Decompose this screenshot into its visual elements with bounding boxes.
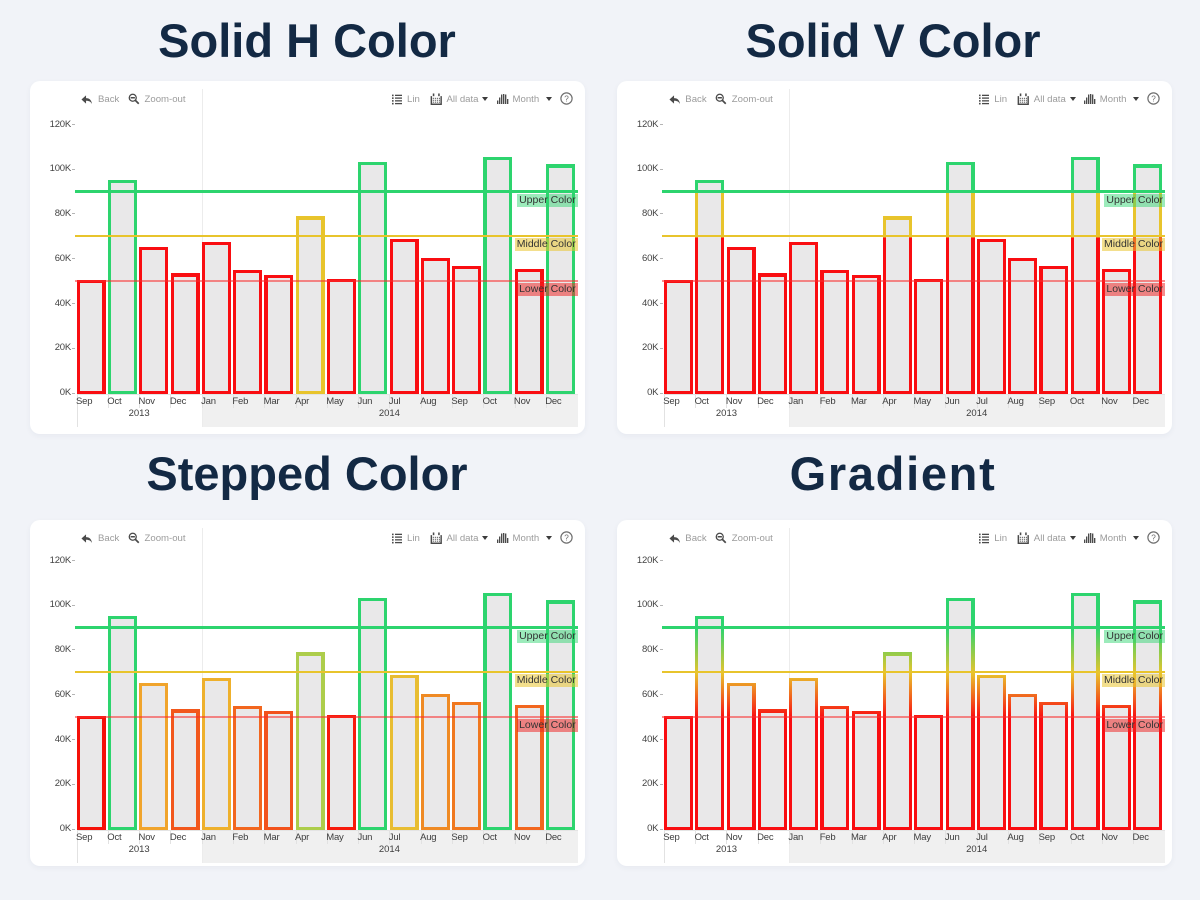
svg-text:?: ? — [1152, 94, 1157, 103]
svg-text:?: ? — [564, 94, 569, 103]
svg-text:?: ? — [1152, 533, 1157, 542]
svg-text:?: ? — [564, 533, 569, 542]
